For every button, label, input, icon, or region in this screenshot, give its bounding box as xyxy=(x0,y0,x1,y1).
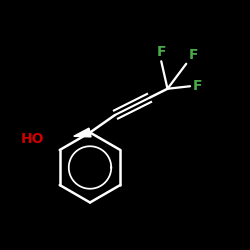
Text: F: F xyxy=(192,79,202,93)
Text: F: F xyxy=(188,48,198,62)
Polygon shape xyxy=(74,128,91,137)
Text: HO: HO xyxy=(20,132,44,146)
Text: F: F xyxy=(156,45,166,59)
